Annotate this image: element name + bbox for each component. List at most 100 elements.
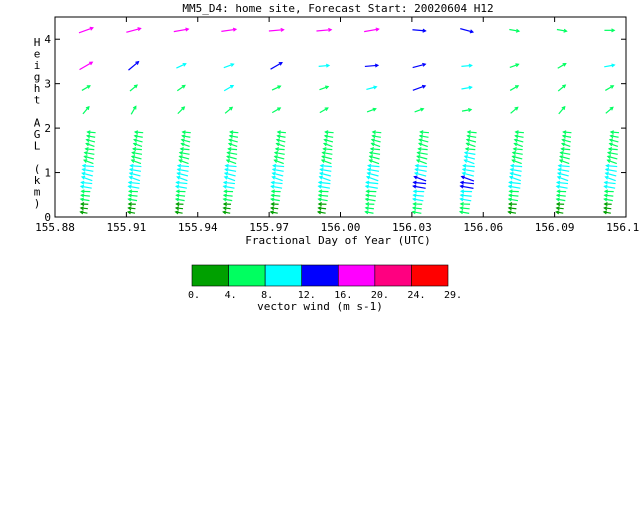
wind-vector xyxy=(370,148,381,151)
wind-vector-head xyxy=(83,151,88,156)
wind-vector-head xyxy=(276,134,281,139)
wind-vector xyxy=(508,198,519,202)
wind-vector xyxy=(412,29,426,32)
wind-vector-head xyxy=(79,206,84,211)
x-tick-label: 156.09 xyxy=(535,221,575,234)
x-tick-label: 155.97 xyxy=(249,221,289,234)
wind-vector xyxy=(84,151,95,155)
wind-vector-head xyxy=(280,27,285,32)
wind-vector-head xyxy=(508,180,513,185)
wind-vector-head xyxy=(181,106,186,111)
wind-vector-head xyxy=(222,202,228,207)
wind-vector xyxy=(226,155,237,160)
wind-vector-head xyxy=(511,159,516,163)
wind-vector-head xyxy=(85,134,91,139)
colorbar-label: vector wind (m s-1) xyxy=(257,300,383,313)
wind-vector xyxy=(228,148,238,151)
colorbar-tick-label: 16. xyxy=(334,290,352,301)
wind-vector-head xyxy=(278,62,283,66)
wind-vector-head xyxy=(83,155,88,159)
wind-vector xyxy=(467,131,477,134)
wind-vector-head xyxy=(602,210,608,215)
wind-vector xyxy=(510,168,522,172)
wind-vector-head xyxy=(223,171,229,176)
wind-vector xyxy=(514,139,524,143)
wind-vector-head xyxy=(230,63,235,67)
wind-vector xyxy=(223,207,231,210)
wind-vector xyxy=(557,181,569,185)
wind-vector-head xyxy=(507,210,512,215)
y-label-char: e xyxy=(34,48,41,61)
wind-vector-head xyxy=(509,163,515,168)
wind-vector-head xyxy=(271,171,276,176)
wind-vector xyxy=(417,155,428,160)
wind-vector xyxy=(127,211,136,214)
wind-vector xyxy=(556,194,566,197)
wind-vector-head xyxy=(555,206,560,211)
wind-vector xyxy=(365,185,378,189)
wind-vector xyxy=(464,159,475,165)
colorbar-tick-label: 4. xyxy=(225,290,237,301)
wind-vector-head xyxy=(321,151,326,156)
wind-vector-head xyxy=(412,193,417,198)
wind-vector xyxy=(610,135,619,138)
wind-vector-head xyxy=(364,202,370,207)
wind-vector-head xyxy=(606,151,612,156)
wind-vector xyxy=(80,211,88,214)
wind-vector xyxy=(365,207,374,210)
wind-vector-head xyxy=(411,206,417,211)
wind-vector-head xyxy=(561,134,567,139)
wind-vector-head xyxy=(181,84,186,89)
wind-vector xyxy=(364,28,379,33)
wind-vector-head xyxy=(608,142,613,147)
wind-vector-head xyxy=(135,60,140,65)
wind-vector xyxy=(418,148,428,151)
wind-vector xyxy=(364,64,379,68)
y-axis: 0 1 2 3 4 xyxy=(44,33,626,224)
wind-vector-head xyxy=(603,193,608,198)
wind-vector xyxy=(271,185,283,189)
wind-vector xyxy=(128,61,139,71)
wind-vector-head xyxy=(416,151,421,155)
wind-vector xyxy=(86,135,96,138)
wind-vector xyxy=(412,198,424,202)
wind-vector xyxy=(509,28,520,32)
wind-vector-head xyxy=(316,210,322,215)
wind-vector-head xyxy=(271,175,276,180)
wind-vector xyxy=(460,28,474,33)
wind-vector xyxy=(369,151,381,155)
wind-vector xyxy=(609,139,619,143)
wind-vector xyxy=(413,194,424,197)
x-tick-label: 156.00 xyxy=(321,221,361,234)
wind-vector xyxy=(229,135,239,138)
wind-vector-head xyxy=(185,27,190,32)
wind-vector-head xyxy=(271,167,277,172)
colorbar-swatch xyxy=(228,264,266,287)
wind-vector xyxy=(508,185,521,189)
wind-vector xyxy=(272,172,284,177)
wind-vector xyxy=(129,84,138,92)
wind-vector xyxy=(273,165,285,168)
wind-vector-head xyxy=(132,147,137,152)
wind-vector xyxy=(365,211,374,214)
wind-vector xyxy=(461,64,472,67)
wind-vector-head xyxy=(374,63,380,68)
wind-vector xyxy=(604,181,616,185)
wind-vector xyxy=(317,211,326,214)
wind-vector-head xyxy=(420,107,425,112)
wind-vector xyxy=(464,151,476,155)
wind-vector-head xyxy=(511,155,516,159)
wind-vector-head xyxy=(175,180,180,185)
wind-vector xyxy=(463,165,475,168)
wind-vector xyxy=(176,84,186,92)
wind-vector xyxy=(418,142,428,148)
wind-vector-head xyxy=(507,197,513,202)
wind-vector xyxy=(558,106,566,115)
wind-vector xyxy=(605,106,614,114)
wind-vector xyxy=(175,185,187,189)
wind-vector xyxy=(224,106,233,114)
wind-vector xyxy=(461,108,472,112)
wind-vector xyxy=(557,84,566,92)
y-tick-label: 0 xyxy=(44,211,51,224)
wind-vector xyxy=(79,61,93,71)
